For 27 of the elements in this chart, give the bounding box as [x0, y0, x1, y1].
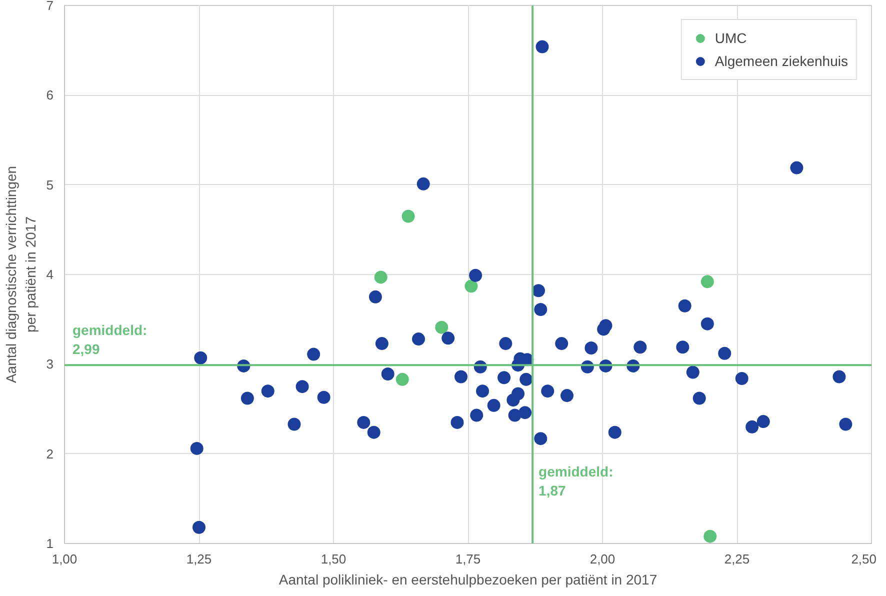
y-tick-label: 7	[46, 0, 54, 13]
y-axis-title: Aantal diagnostische verrichttingen per patiënt in 2017	[3, 166, 38, 384]
x-tick-label: 1,50	[320, 552, 346, 566]
y-tick-label: 3	[46, 356, 54, 372]
ref-line-label: gemiddeld: 1,87	[538, 463, 614, 498]
x-axis-title: Aantal polikliniek- en eerstehulpbezoeken per patiënt in 2017	[278, 572, 658, 588]
y-tick-label: 2	[46, 446, 54, 462]
point	[374, 270, 388, 284]
x-tick-label: 2,25	[724, 552, 750, 566]
x-tick-label: 2,50	[851, 552, 877, 566]
x-tick-label: 2,00	[590, 552, 616, 566]
x-tick-label: 1,25	[186, 552, 212, 566]
point	[704, 530, 717, 543]
legend-label: Algemeen ziekenhuis	[714, 53, 848, 69]
legend-label: UMC	[714, 30, 747, 46]
point	[700, 275, 714, 288]
y-tick-label: 6	[46, 88, 54, 103]
y-tick-label: 1	[46, 536, 54, 551]
point	[435, 320, 448, 334]
point	[396, 372, 409, 386]
point	[402, 210, 415, 223]
y-tick-label: 5	[46, 177, 54, 192]
x-tick-label: 1,75	[455, 552, 481, 566]
ref-line-label: gemiddeld: 2,99	[72, 322, 148, 358]
x-tick-label: 1,00	[52, 552, 78, 566]
y-tick-label: 4	[46, 267, 54, 282]
point	[464, 280, 478, 293]
